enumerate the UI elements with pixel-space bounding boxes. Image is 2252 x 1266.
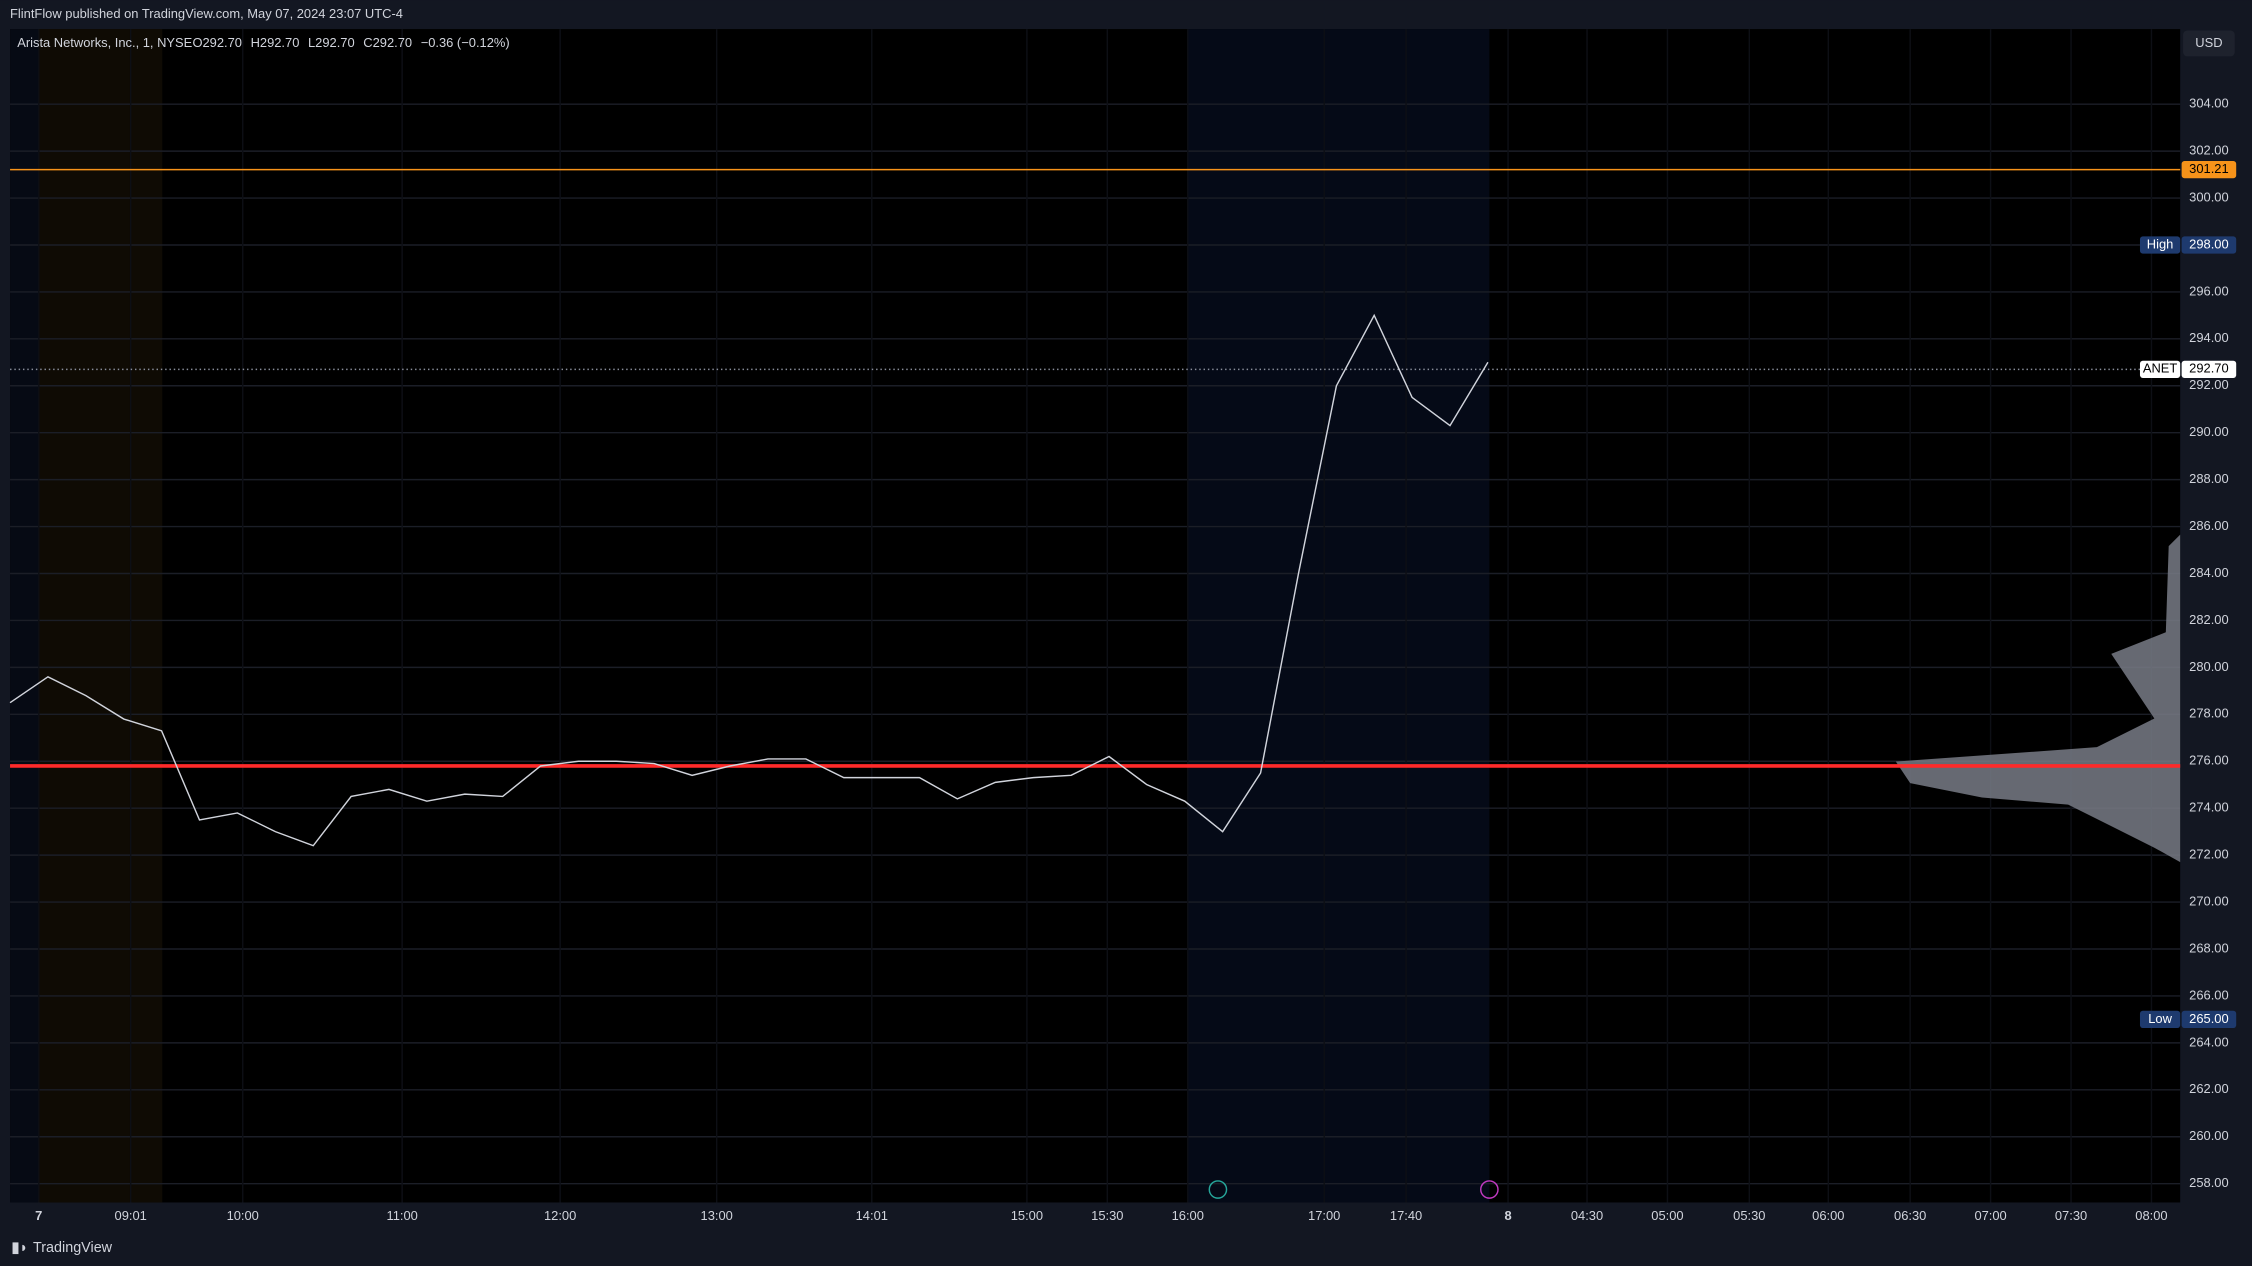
currency-button[interactable] xyxy=(2183,30,2235,57)
y-tick-label: 280.00 xyxy=(2189,659,2228,674)
price-badge xyxy=(2181,236,2237,254)
name-badge-label: High xyxy=(2147,236,2174,251)
y-tick-label: 268.00 xyxy=(2189,940,2228,955)
tv-logo: ▮◗ xyxy=(11,1240,28,1256)
x-tick-label: 10:00 xyxy=(227,1208,259,1223)
y-tick-label: 270.00 xyxy=(2189,893,2228,908)
session-shade xyxy=(10,29,39,1203)
premarket-shade xyxy=(38,29,163,1203)
x-tick-label: 05:30 xyxy=(1733,1208,1765,1223)
x-tick-label: 13:00 xyxy=(701,1208,733,1223)
x-tick-label: 16:00 xyxy=(1172,1208,1204,1223)
name-badge xyxy=(2139,360,2181,378)
y-tick-label: 304.00 xyxy=(2189,96,2228,111)
price-badge xyxy=(2181,360,2237,378)
price-badge-label: 265.00 xyxy=(2189,1011,2228,1026)
y-tick-label: 292.00 xyxy=(2189,377,2228,392)
x-tick-label: 15:00 xyxy=(1011,1208,1043,1223)
x-tick-label: 15:30 xyxy=(1091,1208,1123,1223)
y-tick-label: 284.00 xyxy=(2189,565,2228,580)
volume-profile xyxy=(1895,534,2181,863)
price-line-series xyxy=(9,313,1489,847)
earnings-icon[interactable] xyxy=(1208,1180,1228,1199)
y-tick-label: 278.00 xyxy=(2189,706,2228,721)
ohlc-value: H292.70 xyxy=(251,35,300,50)
y-tick-label: 288.00 xyxy=(2189,471,2228,486)
x-tick-label: 11:00 xyxy=(386,1208,417,1223)
chart-title: Arista Networks, Inc., 1, NYSE xyxy=(17,35,192,50)
x-tick-label: 06:00 xyxy=(1812,1208,1844,1223)
name-badge xyxy=(2139,236,2181,254)
y-tick-label: 264.00 xyxy=(2189,1034,2228,1049)
y-tick-label: 274.00 xyxy=(2189,800,2228,815)
x-tick-label: 04:30 xyxy=(1571,1208,1603,1223)
x-tick-label: 08:00 xyxy=(2135,1208,2167,1223)
y-tick-label: 266.00 xyxy=(2189,987,2228,1002)
name-badge-label: Low xyxy=(2148,1011,2172,1026)
y-tick-label: 262.00 xyxy=(2189,1081,2228,1096)
y-tick-label: 294.00 xyxy=(2189,330,2228,345)
publisher: FlintFlow published on TradingView.com, … xyxy=(10,6,403,21)
currency[interactable]: USD xyxy=(2195,35,2222,50)
y-tick-label: 282.00 xyxy=(2189,612,2228,627)
footer-brand: TradingView xyxy=(33,1240,113,1256)
marks xyxy=(9,168,2181,847)
afterhours-shade xyxy=(1187,29,1490,1203)
ohlc-value: −0.36 (−0.12%) xyxy=(421,35,510,50)
grid xyxy=(10,29,2181,1203)
y-tick-label: 276.00 xyxy=(2189,753,2228,768)
ohlc-value: C292.70 xyxy=(363,35,412,50)
x-tick-label: 8 xyxy=(1504,1208,1511,1223)
y-tick-label: 258.00 xyxy=(2189,1175,2228,1190)
x-tick-label: 07:00 xyxy=(1974,1208,2006,1223)
x-tick-label: 12:00 xyxy=(544,1208,576,1223)
x-tick-label: 07:30 xyxy=(2055,1208,2087,1223)
name-badge xyxy=(2139,1010,2181,1029)
x-tick-label: 7 xyxy=(35,1208,42,1223)
x-tick-label: 05:00 xyxy=(1651,1208,1683,1223)
x-tick-label: 09:01 xyxy=(115,1208,147,1223)
plot-area xyxy=(10,29,2181,1203)
y-tick-label: 260.00 xyxy=(2189,1128,2228,1143)
event-icon[interactable] xyxy=(1480,1180,1499,1199)
ohlc-value: L292.70 xyxy=(308,35,355,50)
y-tick-label: 290.00 xyxy=(2189,424,2228,439)
y-tick-label: 300.00 xyxy=(2189,189,2228,204)
y-tick-label: 296.00 xyxy=(2189,283,2228,298)
x-tick-label: 06:30 xyxy=(1894,1208,1926,1223)
price-badge-label: 301.21 xyxy=(2189,161,2228,176)
y-tick-label: 286.00 xyxy=(2189,518,2228,533)
price-badge xyxy=(2181,161,2237,179)
price-badge-label: 292.70 xyxy=(2189,361,2228,376)
x-tick-label: 14:01 xyxy=(856,1208,888,1223)
y-tick-label: 272.00 xyxy=(2189,847,2228,862)
y-tick-label: 302.00 xyxy=(2189,143,2228,158)
ohlc-value: O292.70 xyxy=(192,35,242,50)
price-badge-label: 298.00 xyxy=(2189,236,2228,251)
price-badge xyxy=(2181,1010,2237,1029)
name-badge-label: ANET xyxy=(2143,361,2178,376)
x-tick-label: 17:00 xyxy=(1308,1208,1340,1223)
x-tick-label: 17:40 xyxy=(1390,1208,1422,1223)
